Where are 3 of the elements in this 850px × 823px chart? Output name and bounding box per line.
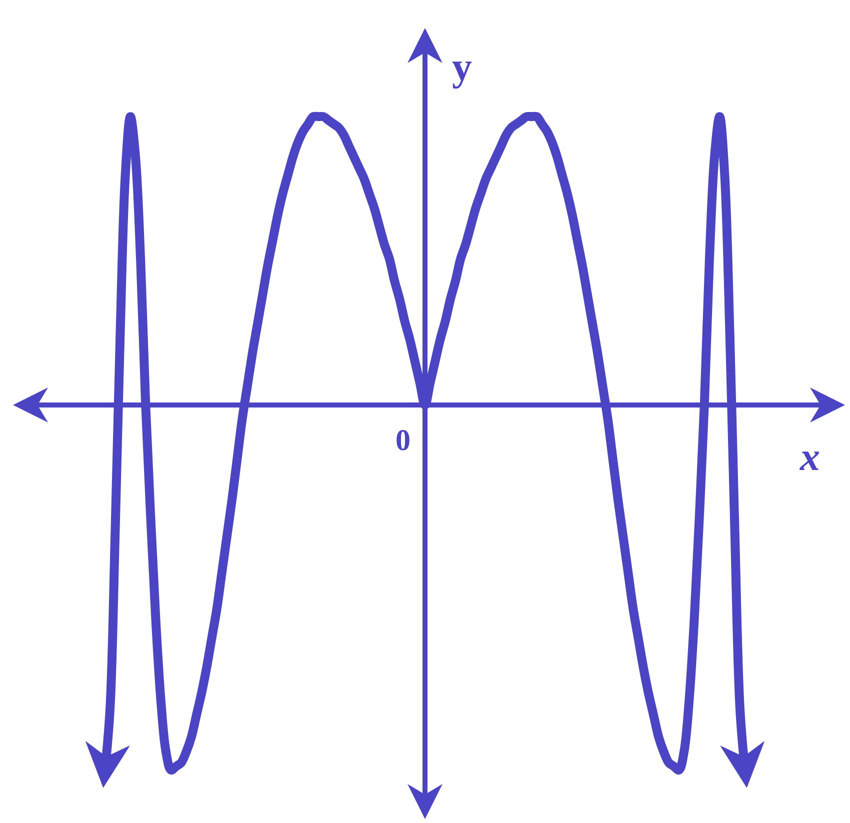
y-axis-title: y — [452, 44, 472, 89]
annotation: 0 — [396, 424, 410, 457]
x-axis-title: x — [799, 434, 820, 479]
